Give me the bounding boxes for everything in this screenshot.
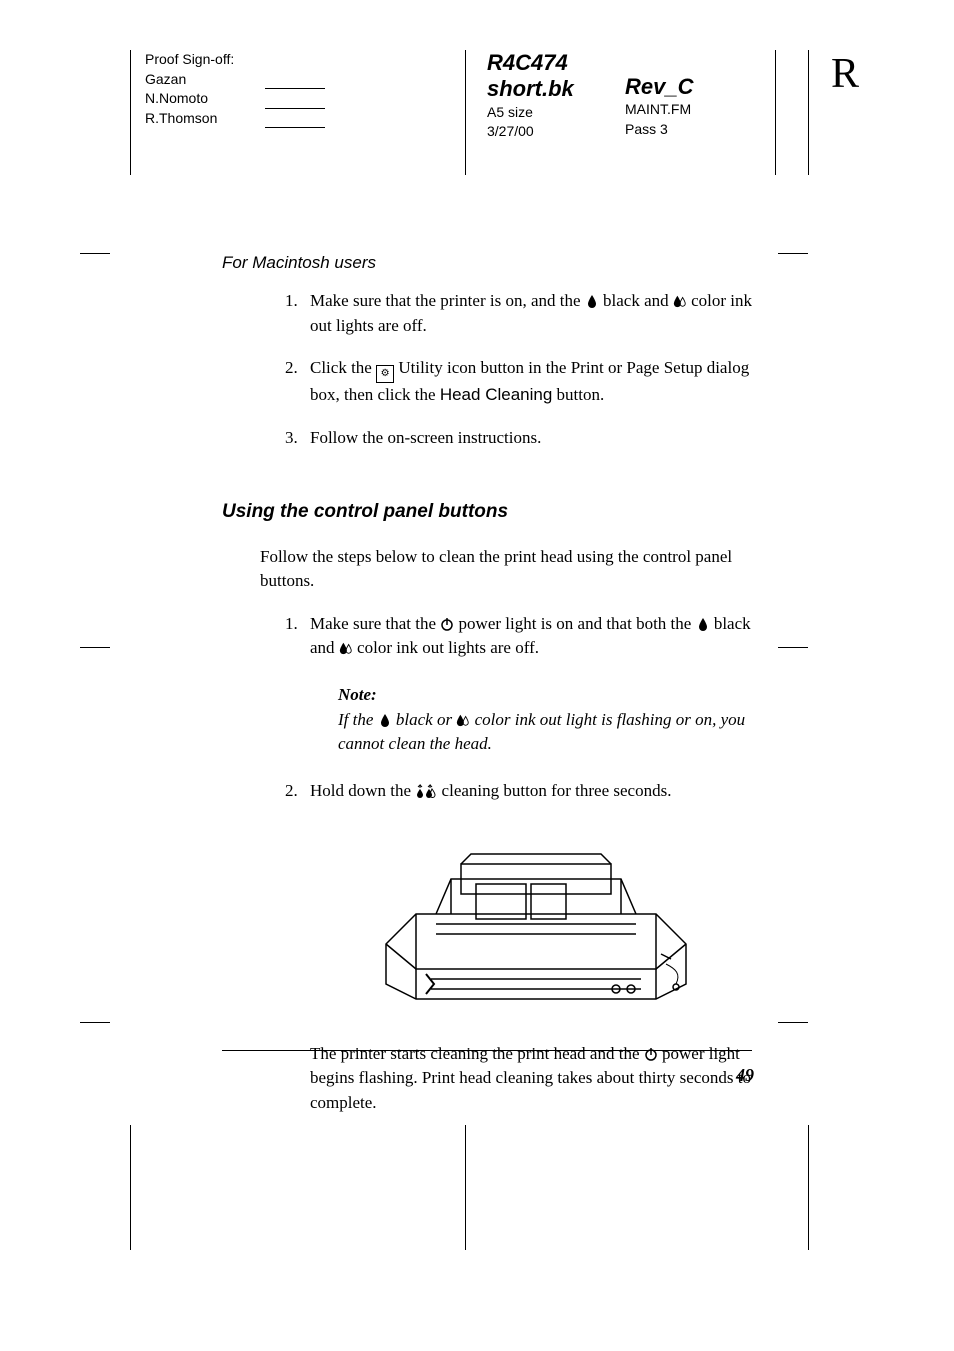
document-header: Proof Sign-off: Gazan N.Nomoto R.Thomson… xyxy=(0,50,954,190)
result-text: The printer starts cleaning the print he… xyxy=(310,1042,762,1116)
head-cleaning-label: Head Cleaning xyxy=(440,385,552,404)
signoff-box: Proof Sign-off: Gazan N.Nomoto R.Thomson xyxy=(145,50,345,128)
printer-illustration xyxy=(366,824,706,1014)
list-item: Make sure that the printer is on, and th… xyxy=(302,289,762,338)
utility-icon: ⚙ xyxy=(376,365,394,383)
crop-mark xyxy=(778,1022,808,1023)
color-ink-icon xyxy=(339,641,353,655)
signoff-name: R.Thomson xyxy=(145,109,217,129)
crop-mark xyxy=(80,647,110,648)
divider xyxy=(465,50,466,175)
page-number: 49 xyxy=(736,1065,754,1086)
doc-meta-center: R4C474 short.bk A5 size 3/27/00 xyxy=(487,50,574,142)
signoff-label: Proof Sign-off: xyxy=(145,50,345,70)
list-item: Follow the on-screen instructions. xyxy=(302,426,762,451)
mac-steps-list: Make sure that the printer is on, and th… xyxy=(282,289,762,451)
note-text: If the black or color ink out light is f… xyxy=(338,708,762,757)
signoff-name: N.Nomoto xyxy=(145,89,208,109)
power-icon xyxy=(644,1047,658,1061)
cleaning-icon xyxy=(415,784,437,798)
note-block: Note: If the black or color ink out ligh… xyxy=(338,683,762,757)
footer-rule xyxy=(222,1050,752,1051)
crop-mark xyxy=(778,647,808,648)
doc-date: 3/27/00 xyxy=(487,122,574,142)
note-label: Note: xyxy=(338,683,762,708)
divider xyxy=(130,1125,131,1250)
doc-size: A5 size xyxy=(487,103,574,123)
panel-steps-list: Make sure that the power light is on and… xyxy=(282,612,762,1116)
doc-pass: Pass 3 xyxy=(625,120,693,140)
divider xyxy=(808,50,809,175)
crop-mark xyxy=(778,253,808,254)
divider xyxy=(130,50,131,175)
black-ink-icon xyxy=(585,294,599,308)
page-side-indicator: R xyxy=(831,50,859,98)
crop-mark xyxy=(80,253,110,254)
color-ink-icon xyxy=(456,713,470,727)
mac-section-heading: For Macintosh users xyxy=(222,253,762,273)
list-item: Make sure that the power light is on and… xyxy=(302,612,762,757)
doc-fm: MAINT.FM xyxy=(625,100,693,120)
black-ink-icon xyxy=(696,617,710,631)
panel-intro: Follow the steps below to clean the prin… xyxy=(260,545,762,594)
divider xyxy=(465,1125,466,1250)
page-content: For Macintosh users Make sure that the p… xyxy=(222,253,762,1134)
doc-file: short.bk xyxy=(487,76,574,102)
crop-mark xyxy=(80,1022,110,1023)
list-item: Click the ⚙ Utility icon button in the P… xyxy=(302,356,762,408)
color-ink-icon xyxy=(673,294,687,308)
doc-meta-right: Rev_C MAINT.FM Pass 3 xyxy=(625,74,693,139)
signoff-name: Gazan xyxy=(145,70,186,90)
list-item: Hold down the cleaning button for three … xyxy=(302,779,762,1116)
doc-code: R4C474 xyxy=(487,50,574,76)
divider xyxy=(775,50,776,175)
black-ink-icon xyxy=(378,713,392,727)
panel-section-heading: Using the control panel buttons xyxy=(222,501,762,523)
doc-rev: Rev_C xyxy=(625,74,693,100)
divider xyxy=(808,1125,809,1250)
power-icon xyxy=(440,617,454,631)
